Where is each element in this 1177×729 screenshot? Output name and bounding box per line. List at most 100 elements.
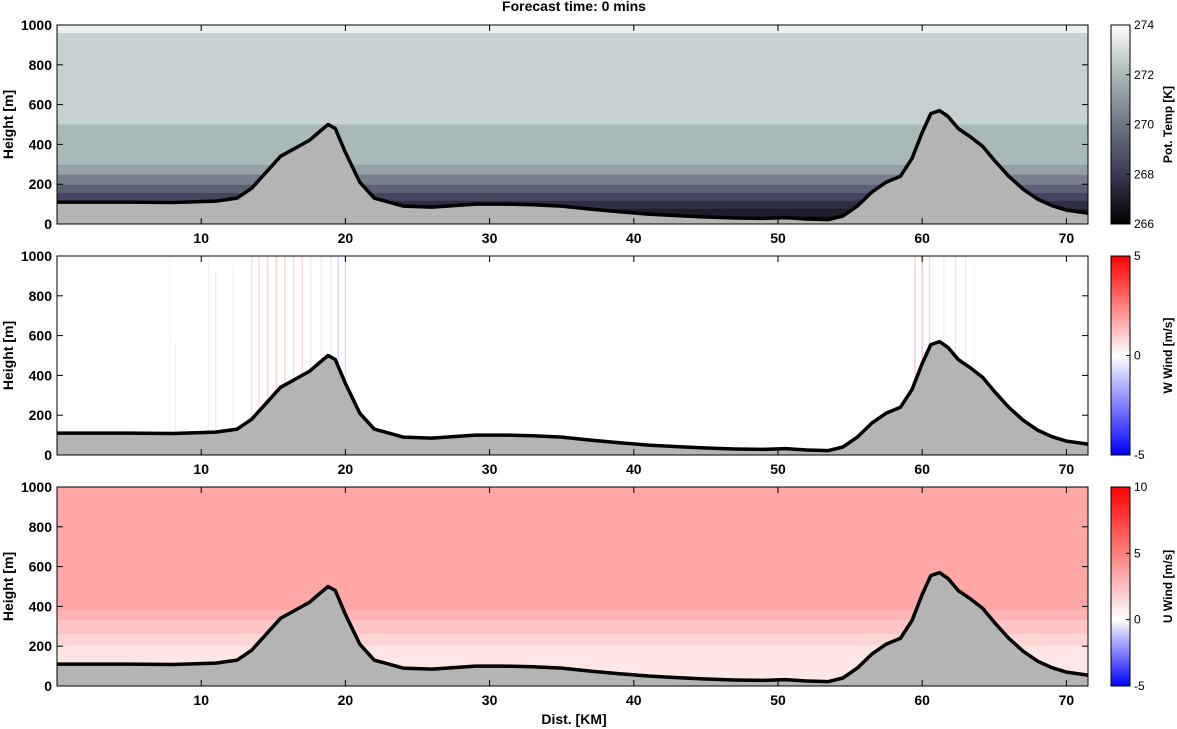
y-tick-label: 0 (44, 678, 52, 694)
terrain-fill (57, 110, 1088, 224)
colorbar-label: U Wind [m/s] (1161, 550, 1175, 623)
colorbar-u_wind: -5 0 5 10 U Wind [m/s] (1110, 480, 1175, 693)
x-tick-label: 50 (770, 230, 786, 246)
y-tick-label: 600 (29, 559, 53, 575)
x-tick-label: 30 (482, 230, 498, 246)
terrain-fill (57, 572, 1088, 686)
field-streak (973, 265, 975, 455)
panel-potential_temperature: 10 20 30 40 50 60 70 0 200 400 600 800 1000 Height [m… (0, 17, 1175, 246)
y-tick-label: 200 (29, 176, 53, 192)
figure-title: Forecast time: 0 mins (502, 0, 646, 14)
colorbar-gradient (1110, 486, 1131, 687)
field-streak (301, 256, 303, 455)
x-tick-label: 30 (482, 461, 498, 477)
x-tick-label: 20 (338, 230, 354, 246)
field-streak (292, 256, 295, 455)
field-streak (964, 256, 967, 455)
y-tick-label: 400 (29, 598, 53, 614)
colorbar-w_wind: -5 0 5 W Wind [m/s] (1110, 249, 1175, 462)
axes-box (56, 486, 1089, 687)
y-tick-label: 200 (29, 407, 53, 423)
x-tick-label: 50 (770, 461, 786, 477)
axes-box (56, 24, 1089, 225)
field-streak (232, 265, 234, 455)
terrain-line (57, 339, 1088, 453)
field-streak (337, 256, 339, 455)
x-tick-label: 20 (338, 461, 354, 477)
x-tick-label: 10 (193, 461, 209, 477)
colorbar-potential_temperature: 266 268 270 272 274 Pot. Temp [K] (1110, 18, 1175, 231)
field-layer (57, 25, 1088, 33)
y-tick-label: 800 (29, 519, 53, 535)
field-layer (57, 200, 1088, 209)
field-layer (57, 164, 1088, 175)
field-streak (207, 259, 210, 455)
field-u_wind (57, 487, 1088, 686)
x-tick-label: 40 (626, 230, 642, 246)
field-layer (57, 634, 1088, 647)
colorbar-label: Pot. Temp [K] (1161, 86, 1175, 163)
field-streak (168, 256, 171, 455)
field-streak (914, 256, 916, 455)
axes-box (56, 255, 1089, 456)
colorbar-tick-label: 10 (1134, 480, 1148, 494)
field-streak (921, 256, 923, 455)
field-streak (174, 343, 177, 455)
y-tick-label: 600 (29, 328, 53, 344)
field-streak (344, 256, 347, 455)
x-tick-label: 60 (914, 230, 930, 246)
colorbar-tick-label: 0 (1134, 349, 1141, 363)
y-axis-label: Height [m] (0, 90, 16, 159)
field-streak (284, 256, 286, 455)
x-axis-label: Dist. [KM] (541, 711, 606, 727)
x-tick-label: 60 (914, 461, 930, 477)
field-layer (57, 192, 1088, 201)
colorbar-tick-label: 5 (1134, 249, 1141, 263)
x-tick-label: 70 (1059, 692, 1075, 708)
terrain-fill (57, 341, 1088, 455)
y-axis-label: Height [m] (0, 552, 16, 621)
field-streak (275, 256, 277, 455)
y-tick-label: 400 (29, 136, 53, 152)
field-layer (57, 487, 1088, 611)
colorbar-tick-label: 272 (1134, 68, 1154, 82)
field-layer (57, 32, 1088, 125)
colorbar-tick-label: 5 (1134, 546, 1141, 560)
field-w_wind (57, 256, 1088, 455)
field-streak (266, 256, 269, 455)
field-layer (57, 174, 1088, 185)
x-tick-label: 40 (626, 461, 642, 477)
colorbar-tick-label: 0 (1134, 613, 1141, 627)
colorbar-tick-label: -5 (1134, 448, 1145, 462)
y-tick-label: 800 (29, 57, 53, 73)
x-tick-label: 70 (1059, 230, 1075, 246)
terrain-line (57, 108, 1088, 222)
field-layer (57, 610, 1088, 621)
field-layer (57, 184, 1088, 193)
x-tick-label: 60 (914, 692, 930, 708)
y-tick-label: 0 (44, 216, 52, 232)
y-tick-label: 1000 (21, 17, 52, 33)
field-streak (258, 256, 260, 455)
y-tick-label: 600 (29, 97, 53, 113)
y-axis-label: Height [m] (0, 321, 16, 390)
colorbar-label: W Wind [m/s] (1161, 318, 1175, 394)
y-tick-label: 1000 (21, 479, 52, 495)
field-streak (310, 256, 312, 455)
colorbar-tick-label: 268 (1134, 167, 1154, 181)
x-tick-label: 70 (1059, 461, 1075, 477)
x-tick-label: 40 (626, 692, 642, 708)
y-tick-label: 800 (29, 288, 53, 304)
y-tick-label: 1000 (21, 248, 52, 264)
y-tick-label: 400 (29, 367, 53, 383)
y-tick-label: 0 (44, 447, 52, 463)
terrain-line (57, 570, 1088, 684)
field-potential_temperature (57, 25, 1088, 224)
x-tick-label: 20 (338, 692, 354, 708)
field-streak (320, 256, 322, 455)
colorbar-tick-label: 270 (1134, 118, 1154, 132)
x-tick-label: 10 (193, 230, 209, 246)
